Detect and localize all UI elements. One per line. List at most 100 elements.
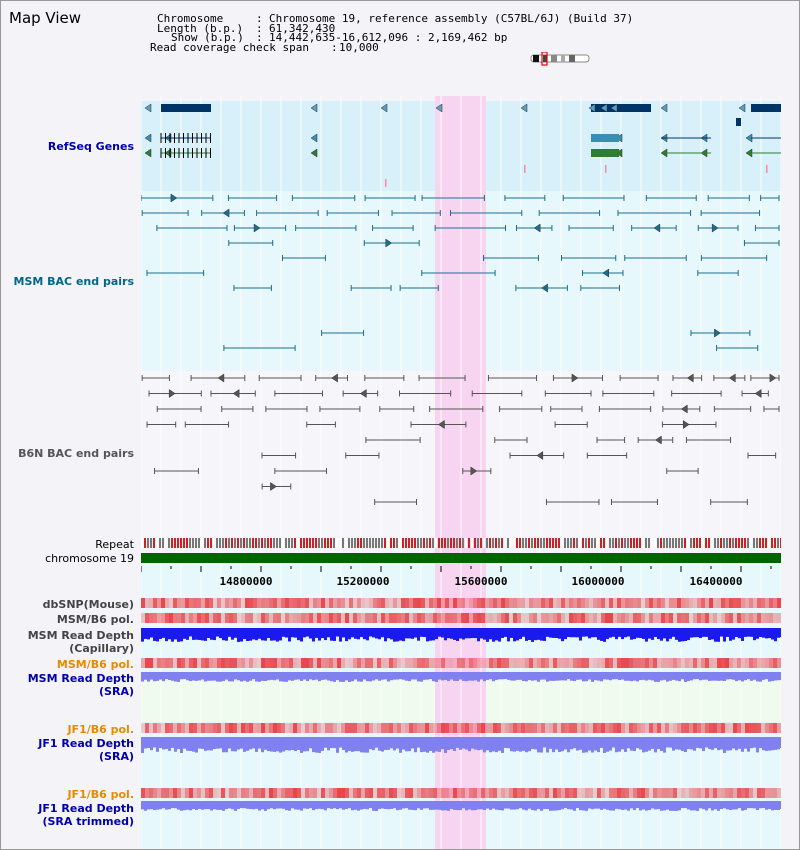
jf1-depth-sra-bar (330, 737, 333, 749)
jf1-depth-sra-bar (390, 737, 393, 749)
jf1-depth-trimmed-bar (504, 801, 507, 809)
jf1-depth-trimmed-bar (612, 801, 615, 811)
msm-depth-sra-bar (165, 672, 168, 680)
dbsnp-heat-cell (165, 598, 169, 608)
jf1-depth-sra-bar (261, 737, 264, 753)
repeat-segment (633, 538, 635, 548)
msm-depth-capillary-bar (546, 628, 549, 637)
dbsnp-heat-cell (401, 598, 405, 608)
jf1-depth-sra-bar (450, 737, 453, 750)
msm-b6-pol-heat-cell (277, 658, 281, 668)
repeat-segment (486, 538, 488, 548)
jf1-depth-sra-bar (552, 737, 555, 753)
msm-depth-sra-bar (216, 672, 219, 682)
jf1-depth-trimmed-bar (147, 801, 150, 810)
msm-depth-sra-bar (261, 672, 264, 681)
jf1-b6-pol-heat-cell (545, 723, 549, 733)
jf1-depth-trimmed-bar (183, 801, 186, 811)
repeat-segment (546, 538, 548, 548)
repeat-segment (720, 538, 722, 548)
jf1-depth-trimmed-bar (255, 801, 258, 809)
msm-depth-sra-bar (759, 672, 762, 682)
msm-depth-sra-bar (672, 672, 675, 680)
jf1-depth-trimmed-bar (741, 801, 744, 811)
dbsnp-heat-cell (253, 598, 257, 608)
jf1-depth-trimmed-bar (507, 801, 510, 809)
jf1-b6-pol-heat-cell (717, 788, 721, 798)
msm-depth-capillary-bar (684, 628, 687, 642)
chromosome-label: Chromosome (157, 12, 224, 25)
dbsnp-heat-cell (577, 598, 581, 608)
jf1-b6-pol-heat-cell (389, 723, 393, 733)
msm-depth-sra-bar (285, 672, 288, 682)
jf1-depth-sra-bar (339, 737, 342, 748)
repeat-segment (327, 538, 329, 548)
msm-b6-pol-heat-cell (505, 658, 509, 668)
jf1-b6-pol-heat-cell (269, 723, 273, 733)
msm-depth-sra-bar (462, 672, 465, 681)
b6n-bac-end-marker (270, 482, 277, 491)
msm-depth-capillary-bar (750, 628, 753, 637)
msm-depth-sra-bar (279, 672, 282, 682)
msm-b6-pol-heat-cell (569, 658, 573, 668)
jf1-depth-trimmed-bar (192, 801, 195, 810)
jf1-depth-trimmed-bar (570, 801, 573, 810)
jf1-b6-pol-heat-cell (657, 788, 661, 798)
msm-b6-pol-heat-cell (197, 658, 201, 668)
msm-b6-pol-heat-cell (221, 658, 225, 668)
msm-depth-capillary-bar (381, 628, 384, 638)
jf1-b6-pol-heat-cell (189, 788, 193, 798)
repeat-segment (498, 538, 500, 548)
msm-depth-sra-bar (639, 672, 642, 681)
jf1-b6-pol-heat-cell (437, 723, 441, 733)
repeat-segment (510, 538, 512, 548)
jf1-depth-sra-bar (747, 737, 750, 752)
dbsnp-heat-cell (321, 598, 325, 608)
repeat-segment (585, 538, 587, 548)
repeat-segment (141, 538, 143, 548)
repeat-segment (726, 538, 728, 548)
msm-depth-sra-bar (597, 672, 600, 681)
msm-depth-sra-bar (159, 672, 162, 680)
msm-b6-pol-heat-cell (701, 613, 705, 623)
msm-depth-capillary-bar (633, 628, 636, 640)
dbsnp-heat-cell (709, 598, 713, 608)
repeat-segment (393, 538, 395, 548)
msm-depth-sra-bar (594, 672, 597, 681)
msm-depth-sra-bar (234, 672, 237, 680)
jf1-depth-trimmed-bar (471, 801, 474, 811)
repeat-segment (414, 538, 416, 548)
repeat-segment (357, 538, 359, 548)
chromosome-ideogram[interactable] (529, 52, 593, 66)
msm-b6-pol-heat-cell (629, 613, 633, 623)
msm-depth-capillary-bar (309, 628, 312, 639)
dbsnp-heat-cell (325, 598, 329, 608)
jf1-depth-sra-bar (726, 737, 729, 751)
jf1-b6-pol-heat-cell (417, 788, 421, 798)
msm-depth-capillary-bar (570, 628, 573, 638)
dbsnp-heat-cell (393, 598, 397, 608)
msm-depth-sra-bar (273, 672, 276, 681)
length-label: Length (b.p.) (157, 22, 244, 35)
msm-b6-pol-heat-cell (253, 613, 257, 623)
msm-bac-end-marker (653, 223, 661, 233)
jf1-b6-pol-heat-cell (201, 788, 205, 798)
repeat-segment (738, 538, 740, 548)
jf1-depth-trimmed-bar (333, 801, 336, 809)
msm-depth-capillary-bar (159, 628, 162, 639)
jf1-depth-trimmed-bar (372, 801, 375, 811)
msm-depth-capillary-bar (594, 628, 597, 638)
msm-b6-pol-heat-cell (745, 658, 749, 668)
jf1-b6-pol-heat-cell (369, 788, 373, 798)
jf1-depth-sra-bar (777, 737, 780, 750)
jf1-b6-pol-heat-cell (477, 788, 481, 798)
msm-depth-sra-bar (480, 672, 483, 680)
dbsnp-heat-cell (481, 598, 485, 608)
dbsnp-heat-cell (373, 598, 377, 608)
msm-b6-pol-heat-cell (653, 613, 657, 623)
msm-b6-pol-heat-cell (381, 658, 385, 668)
msm-depth-sra-bar (489, 672, 492, 680)
genome-track-canvas[interactable]: 14800000 15200000 15600000 16000000 16400000 (141, 96, 781, 849)
msm-depth-sra-bar (420, 672, 423, 682)
msm-depth-capillary-bar (192, 628, 195, 640)
